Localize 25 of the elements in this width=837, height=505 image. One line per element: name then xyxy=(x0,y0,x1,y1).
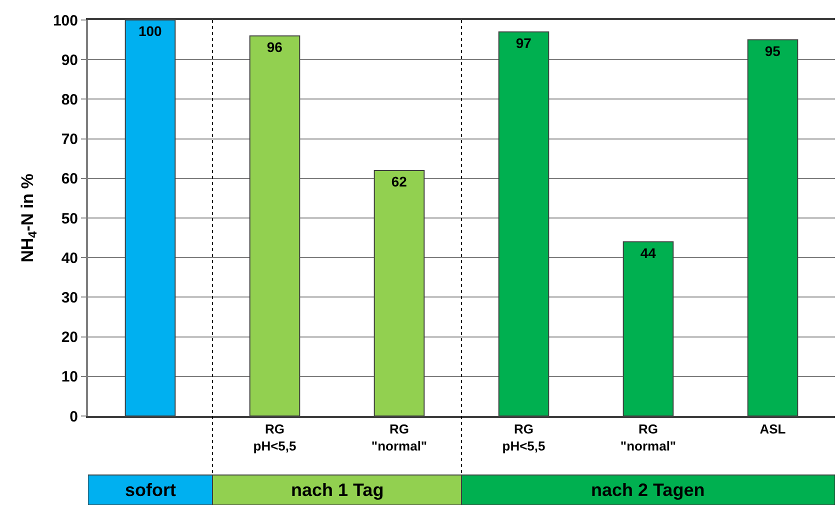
x-tick-label: RG "normal" xyxy=(371,422,428,454)
y-tick-label: 60 xyxy=(61,170,78,188)
x-tick-label: RG "normal" xyxy=(620,422,676,454)
data-label: 95 xyxy=(764,42,781,59)
data-label: 62 xyxy=(391,173,408,190)
y-tick-label: 100 xyxy=(52,12,78,30)
data-label: 96 xyxy=(266,38,283,55)
data-label: 44 xyxy=(640,244,656,261)
y-tick-label: 50 xyxy=(61,210,78,228)
y-tick-label: 80 xyxy=(61,91,78,108)
x-tick-label: RG pH<5,5 xyxy=(253,422,296,454)
y-tick-label: 20 xyxy=(61,329,78,346)
text: sofort xyxy=(125,480,176,500)
x-tick-label: ASL xyxy=(760,422,786,437)
y-tick-label: 40 xyxy=(61,250,78,267)
data-label: 100 xyxy=(138,23,162,39)
y-tick-label: 90 xyxy=(61,52,78,69)
text: nach 2 Tagen xyxy=(591,480,705,500)
y-tick-label: 30 xyxy=(61,289,78,306)
data-label: 97 xyxy=(516,34,532,51)
y-tick-label: 0 xyxy=(70,408,78,426)
y-tick-label: 70 xyxy=(61,131,78,148)
text: nach 1 Tag xyxy=(291,480,384,500)
x-tick-label: RG pH<5,5 xyxy=(502,422,546,454)
y-tick-label: 10 xyxy=(61,368,78,386)
